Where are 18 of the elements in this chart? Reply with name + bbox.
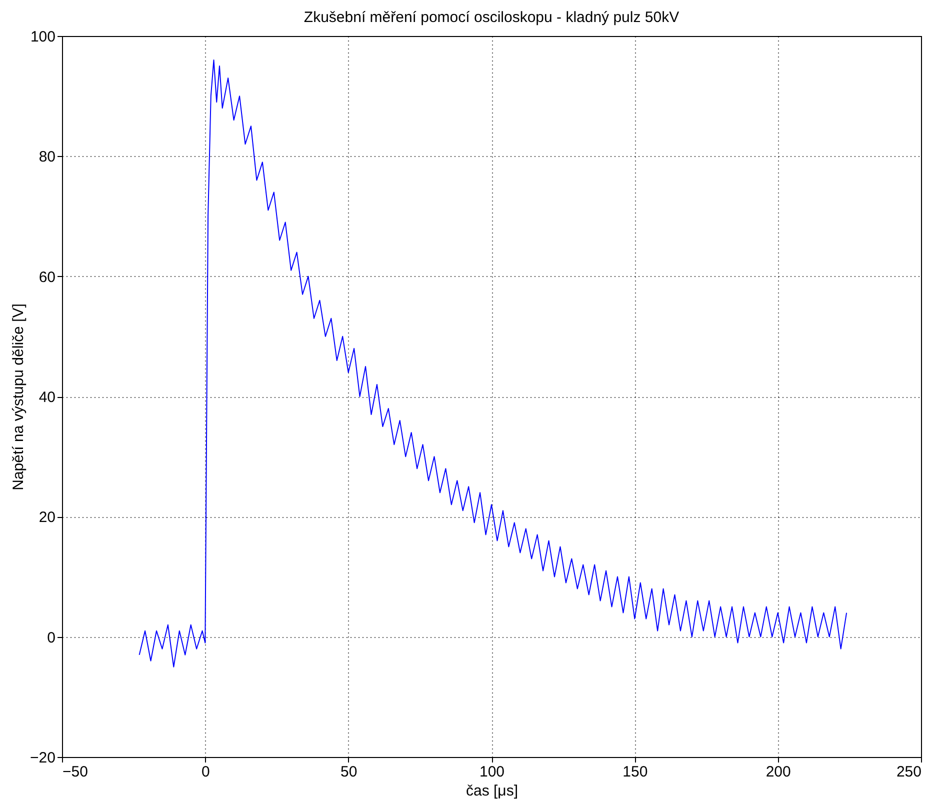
y-tick-label: 40 (38, 389, 56, 406)
x-tick-label: 150 (622, 764, 648, 780)
x-tick-label: 200 (766, 764, 791, 780)
y-tick-label: 60 (38, 268, 56, 286)
line-series (138, 60, 848, 668)
y-tick-label: 80 (38, 148, 56, 166)
x-axis-title: čas [μs] (466, 782, 518, 800)
y-tick-label: 0 (47, 629, 56, 646)
x-tick-label: 250 (896, 764, 922, 780)
x-tick-label: 50 (340, 764, 358, 780)
chart-title: Zkušební měření pomocí osciloskopu - kladný pulz 50kV (304, 9, 680, 26)
y-tick-label: 100 (30, 28, 56, 46)
y-axis-title: Napětí na výstupu děliče [V] (10, 304, 28, 490)
y-tick-label: −20 (30, 750, 56, 766)
x-tick-label: 0 (201, 764, 210, 780)
x-tick-label: 100 (479, 764, 505, 780)
x-tick-label: −50 (62, 764, 88, 780)
y-tick-label: 20 (38, 509, 56, 526)
